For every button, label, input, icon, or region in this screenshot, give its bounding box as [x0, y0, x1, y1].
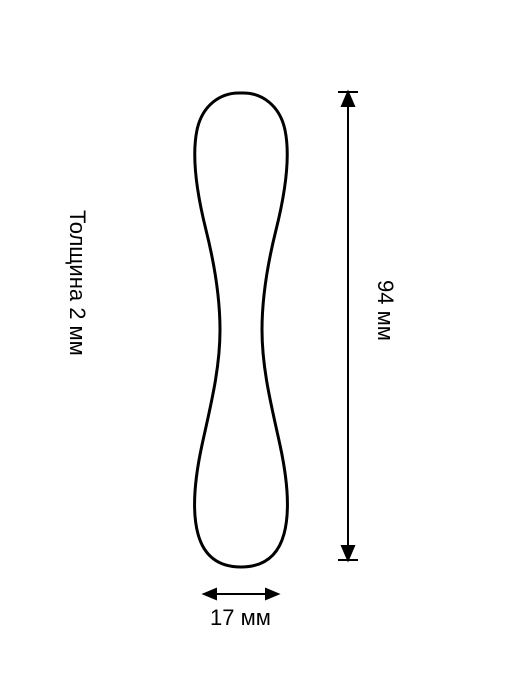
spatula-outline	[195, 93, 288, 567]
height-arrow-bottom	[342, 546, 354, 560]
thickness-label: Толщина 2 мм	[64, 210, 90, 356]
height-dimension	[338, 92, 358, 560]
height-label: 94 мм	[372, 280, 398, 341]
height-arrow-top	[342, 92, 354, 106]
width-arrow-right	[266, 589, 278, 599]
width-arrow-left	[204, 589, 216, 599]
width-label: 17 мм	[210, 605, 271, 631]
width-dimension	[204, 589, 278, 599]
dimension-diagram: { "diagram": { "type": "infographic", "b…	[0, 0, 508, 677]
